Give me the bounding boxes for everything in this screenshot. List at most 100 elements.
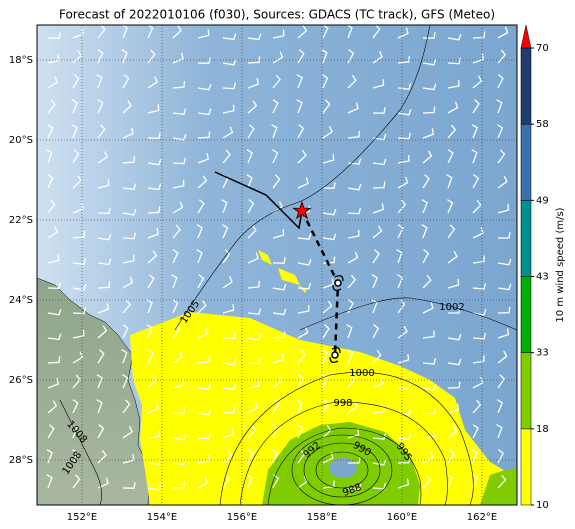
wind-barb	[497, 328, 510, 339]
wind-barb	[297, 259, 312, 266]
wind-barb	[472, 355, 485, 364]
wind-barb	[447, 403, 460, 414]
wind-barb	[72, 284, 87, 291]
wind-barb	[222, 428, 235, 439]
wind-barb	[422, 83, 437, 91]
barbs	[46, 25, 512, 491]
wind-barb	[347, 274, 357, 289]
wind-barb	[372, 158, 387, 166]
wind-barb	[147, 206, 161, 214]
wind-barb	[472, 255, 485, 264]
wind-barb	[371, 299, 378, 314]
wind-barb	[471, 149, 478, 164]
wind-barb	[222, 304, 235, 314]
wind-barb	[47, 333, 62, 341]
wind-barb	[121, 349, 128, 364]
wind-barb	[222, 33, 237, 41]
wind-barb	[197, 409, 212, 416]
wind-barb	[397, 154, 410, 164]
x-tick-label: 162°E	[467, 512, 497, 523]
y-tick-label: 28°S	[9, 455, 33, 466]
wind-barb	[97, 25, 106, 39]
wind-barb	[197, 327, 209, 339]
wind-barb	[122, 74, 130, 89]
wind-barb	[347, 130, 360, 139]
wind-barb	[197, 175, 208, 189]
wind-barb	[271, 449, 278, 464]
wind-barb	[447, 57, 462, 65]
wind-barb	[497, 474, 507, 489]
wind-barb	[172, 433, 187, 441]
cyclone-arms	[332, 275, 344, 291]
wind-barb	[47, 308, 62, 316]
wind-barb	[347, 349, 354, 364]
wind-barb	[297, 150, 307, 164]
cyclone-symbol	[331, 351, 339, 359]
wind-barb	[172, 324, 181, 339]
wind-barb	[271, 124, 278, 139]
wind-barb	[97, 99, 104, 114]
wind-barb	[146, 299, 153, 314]
map-frame	[36, 24, 518, 506]
wind-barb	[97, 207, 111, 215]
isobar-label: 998	[333, 398, 352, 409]
wind-barb	[397, 132, 412, 140]
wind-barb	[72, 449, 79, 464]
wind-barb	[72, 474, 81, 489]
wind-barb	[346, 324, 353, 339]
wind-barb	[71, 424, 78, 439]
wind-barb	[272, 149, 279, 164]
wind-barb	[472, 424, 479, 439]
wind-barb	[271, 424, 278, 439]
wind-barb	[272, 283, 287, 291]
wind-barb	[297, 177, 309, 189]
wind-barb	[72, 258, 87, 266]
wind-barb	[197, 383, 212, 390]
wind-barb	[472, 99, 480, 114]
wind-barb	[172, 249, 179, 264]
wind-barb	[222, 59, 237, 66]
wind-barb	[72, 149, 80, 164]
wind-barb	[397, 109, 412, 116]
wind-barb	[447, 358, 462, 366]
wind-barb	[247, 124, 255, 139]
wind-barb	[147, 484, 162, 491]
wind-barb	[172, 80, 186, 89]
wind-barb	[147, 228, 160, 239]
wind-barb	[247, 199, 255, 214]
wind-barb	[447, 449, 455, 464]
wind-barb	[422, 407, 437, 415]
wind-barb	[322, 154, 335, 164]
wind-barb	[422, 384, 437, 391]
wind-barb	[397, 176, 409, 189]
wind-barb	[272, 257, 286, 264]
wind-barb	[222, 126, 234, 139]
wind-barb	[122, 100, 132, 114]
colorbar-segment	[520, 123, 532, 201]
wind-barb	[372, 133, 387, 141]
wind-barb	[97, 450, 107, 464]
wind-barb	[447, 425, 458, 439]
wind-barb	[472, 399, 482, 414]
wind-barb	[372, 459, 387, 466]
wind-barb	[397, 27, 409, 39]
wind-barb	[121, 49, 128, 64]
wind-barb	[472, 332, 487, 340]
wind-barb	[147, 274, 155, 289]
colorbar-tick-label: 58	[536, 119, 549, 130]
wind-barb	[246, 149, 253, 164]
wind-barb	[122, 374, 129, 389]
wind-barb	[47, 32, 61, 40]
wind-barb	[147, 430, 160, 439]
wind-barb	[297, 326, 309, 339]
wind-barb	[322, 25, 329, 39]
wind-barb	[497, 283, 512, 291]
wind-barb	[71, 124, 78, 139]
wind-barb	[272, 99, 279, 114]
wind-barb	[197, 57, 211, 65]
wind-barb	[172, 481, 186, 489]
x-tick-label: 160°E	[387, 512, 417, 523]
wind-barb	[422, 474, 432, 489]
wind-barb	[72, 329, 85, 339]
wind-barb	[422, 58, 437, 66]
